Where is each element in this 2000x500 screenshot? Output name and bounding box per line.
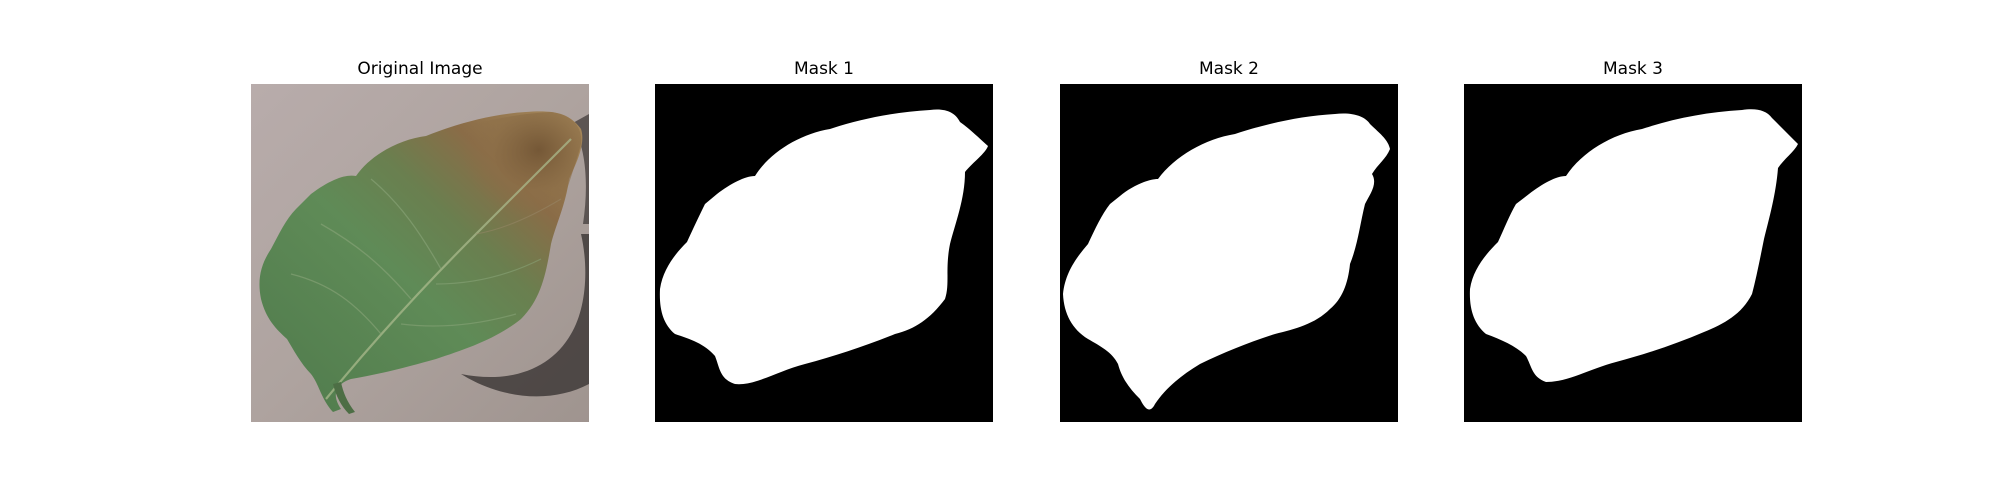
leaf-shadow-top xyxy=(571,114,589,224)
leaf-vein xyxy=(400,313,517,327)
diseased-region xyxy=(411,112,582,264)
leaf-midrib xyxy=(325,138,572,400)
mask-2-title: Mask 2 xyxy=(1198,59,1259,79)
mask-1-panel xyxy=(655,84,993,422)
mask-1-image xyxy=(655,84,993,422)
leaf-photo xyxy=(251,84,589,422)
leaf-vein xyxy=(435,258,542,285)
mask-2-foreground xyxy=(1063,113,1390,410)
leaf-shadow xyxy=(461,234,589,397)
original-image-title: Original Image xyxy=(357,59,483,79)
original-image-panel xyxy=(251,84,589,422)
mask-1-foreground xyxy=(659,109,988,385)
mask-3-title: Mask 3 xyxy=(1602,59,1663,79)
mask-2-image xyxy=(1060,84,1398,422)
leaf-vein xyxy=(370,178,442,270)
mask-1-title: Mask 1 xyxy=(793,59,854,79)
leaf-vein xyxy=(290,273,382,335)
mask-2-panel xyxy=(1060,84,1398,422)
mask-3-foreground xyxy=(1469,109,1798,383)
mask-3-image xyxy=(1464,84,1802,422)
leaf-vein xyxy=(320,223,412,300)
leaf-stem xyxy=(333,382,355,414)
mask-3-panel xyxy=(1464,84,1802,422)
leaf-vein xyxy=(475,198,562,235)
